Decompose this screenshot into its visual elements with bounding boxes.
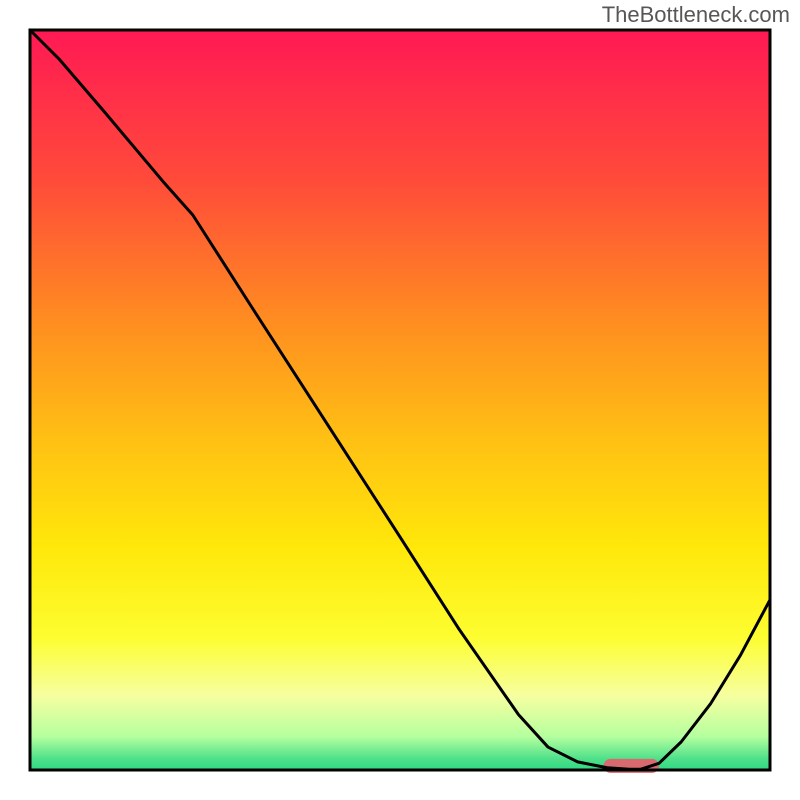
- bottleneck-chart: [0, 0, 800, 800]
- plot-background: [30, 30, 770, 770]
